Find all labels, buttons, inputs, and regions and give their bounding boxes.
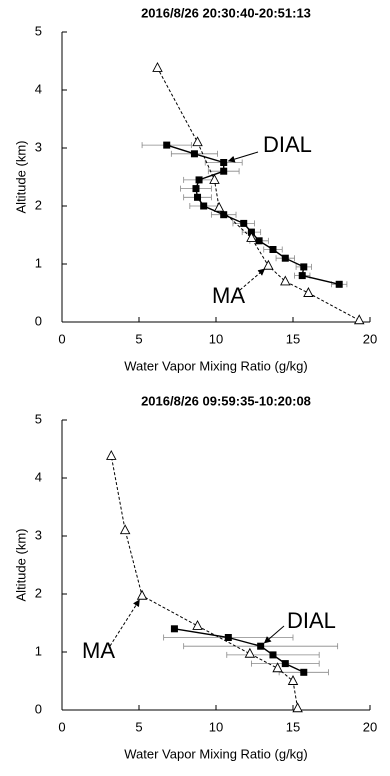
y-axis-label: Altitude (km) xyxy=(13,141,28,214)
y-tick-label: 4 xyxy=(35,469,42,484)
point-marker xyxy=(246,231,257,242)
x-tick-label: 5 xyxy=(135,331,142,346)
annotation: MA xyxy=(82,638,115,663)
y-tick-label: 2 xyxy=(35,197,42,212)
series-line xyxy=(157,67,360,321)
annotation-arrow xyxy=(227,151,259,163)
series-line xyxy=(110,455,299,709)
point-marker xyxy=(335,280,343,288)
point-marker xyxy=(200,202,208,210)
point-marker xyxy=(192,136,203,147)
point-marker xyxy=(300,668,308,676)
x-tick-label: 20 xyxy=(363,719,377,734)
x-tick-label: 15 xyxy=(286,719,300,734)
point-marker xyxy=(263,259,274,270)
annotation-arrow xyxy=(109,599,140,647)
point-marker xyxy=(213,201,225,212)
annotation-arrow xyxy=(239,268,266,291)
y-tick-label: 0 xyxy=(35,313,42,328)
y-tick-label: 5 xyxy=(35,23,42,38)
point-marker xyxy=(280,275,291,286)
y-tick-label: 1 xyxy=(35,255,42,270)
x-tick-label: 20 xyxy=(363,331,377,346)
point-marker xyxy=(287,675,299,685)
point-marker xyxy=(298,272,306,280)
x-tick-label: 15 xyxy=(286,331,300,346)
y-tick-label: 1 xyxy=(35,643,42,658)
point-marker xyxy=(240,219,248,227)
point-marker xyxy=(303,287,314,297)
x-tick-label: 10 xyxy=(209,331,223,346)
x-tick-label: 10 xyxy=(209,719,223,734)
point-marker xyxy=(269,246,277,253)
chart-title: 2016/8/26 09:59:35-10:20:08 xyxy=(141,393,311,408)
x-tick-label: 0 xyxy=(58,719,65,734)
point-marker xyxy=(220,159,228,166)
y-tick-label: 2 xyxy=(35,585,42,600)
annotation: MA xyxy=(212,283,245,308)
chart-panel: 2016/8/26 20:30:40-20:51:13 0 1 2 3 4 5 0 5 10 15 2… xyxy=(13,5,377,373)
annotation: DIAL xyxy=(287,608,336,633)
y-axis-label: Altitude (km) xyxy=(13,529,28,602)
point-marker xyxy=(353,314,365,325)
point-marker xyxy=(220,211,228,219)
point-marker xyxy=(192,185,200,193)
point-marker xyxy=(272,662,283,673)
x-axis-label: Water Vapor Mixing Ratio (g/kg) xyxy=(124,358,308,373)
series-line xyxy=(166,144,340,285)
point-marker xyxy=(244,647,256,658)
y-tick-label: 0 xyxy=(35,701,42,716)
point-marker xyxy=(257,642,265,650)
chart-panel: 2016/8/26 09:59:35-10:20:08 0 1 2 3 4 5 0 5 10 15 2… xyxy=(13,393,377,761)
x-tick-label: 0 xyxy=(58,331,65,346)
point-marker xyxy=(170,625,178,633)
x-tick-label: 5 xyxy=(135,719,142,734)
y-tick-label: 5 xyxy=(35,411,42,426)
point-marker xyxy=(119,524,131,535)
point-marker xyxy=(163,141,171,149)
point-marker xyxy=(152,61,163,72)
annotation: DIAL xyxy=(263,132,312,157)
point-marker xyxy=(209,173,220,184)
y-tick-label: 4 xyxy=(35,81,42,96)
point-marker xyxy=(224,634,232,641)
point-marker xyxy=(192,619,203,630)
x-axis-label: Water Vapor Mixing Ratio (g/kg) xyxy=(124,746,308,761)
point-marker xyxy=(220,167,228,175)
point-marker xyxy=(195,176,203,184)
point-marker xyxy=(292,702,303,713)
point-marker xyxy=(136,589,148,600)
point-marker xyxy=(194,193,202,201)
point-marker xyxy=(190,150,198,158)
point-marker xyxy=(269,651,277,659)
point-marker xyxy=(106,449,117,460)
y-tick-label: 3 xyxy=(35,139,42,154)
y-tick-label: 3 xyxy=(35,527,42,542)
point-marker xyxy=(281,254,289,262)
point-marker xyxy=(281,660,289,668)
annotation-arrow xyxy=(263,625,285,644)
point-marker xyxy=(255,237,263,245)
chart-title: 2016/8/26 20:30:40-20:51:13 xyxy=(141,5,311,20)
point-marker xyxy=(300,263,308,271)
